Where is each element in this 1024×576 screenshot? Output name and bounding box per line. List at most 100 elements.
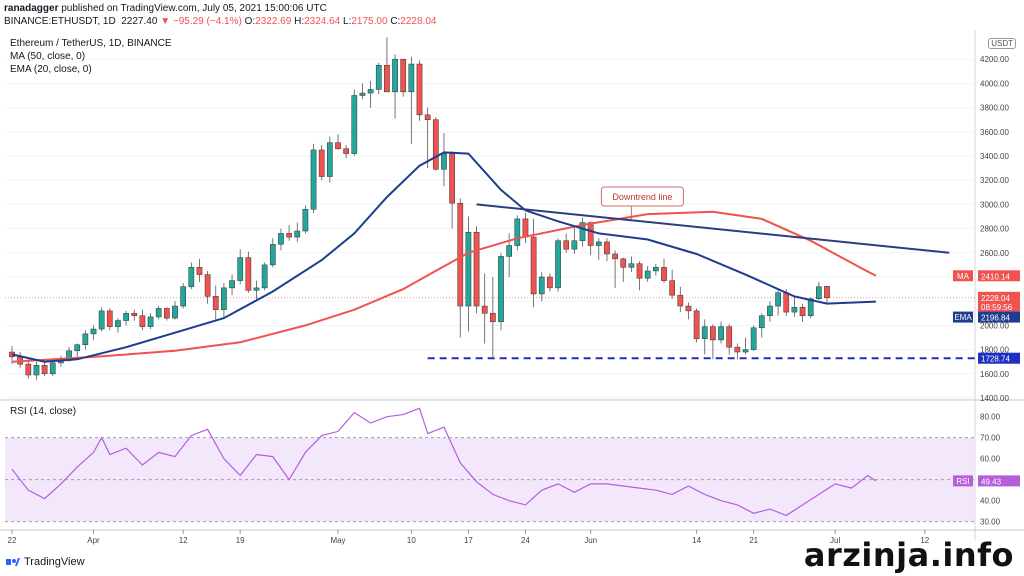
pair-title: Ethereum / TetherUS, 1D, BINANCE: [10, 38, 172, 49]
candle-body: [587, 222, 594, 246]
price-tick-label: 3400.00: [980, 152, 1009, 161]
ma-tag-text: MA: [957, 272, 970, 281]
candle-body: [432, 119, 439, 170]
candle-body: [775, 292, 781, 307]
candle-body: [310, 149, 317, 210]
open-label: O:: [244, 16, 256, 27]
symbol: BINANCE:ETHUSDT, 1D: [4, 16, 116, 27]
rsi-tick-label: 60.00: [980, 455, 1001, 464]
open-value: 2322.69: [255, 16, 292, 27]
rsi-tick-label: 80.00: [980, 413, 1001, 422]
candle-body: [644, 270, 651, 279]
candle-body: [791, 307, 798, 313]
change-arrow-icon: ▼: [160, 16, 171, 27]
candle-body: [726, 326, 733, 348]
time-tick-label: 10: [407, 536, 416, 545]
downtrend-line: [476, 203, 950, 254]
candle-body: [555, 240, 561, 289]
candle-body: [677, 294, 684, 307]
price-tick-label: 3000.00: [980, 200, 1009, 209]
candle-body: [269, 244, 276, 266]
candle-body: [473, 231, 480, 307]
ma50-line: [11, 210, 877, 363]
candle-body: [82, 333, 89, 346]
last-price: 2227.40: [121, 16, 158, 27]
tradingview-logo: TradingView: [6, 556, 85, 568]
candle-body: [799, 307, 806, 316]
indicator-lines: [11, 151, 950, 517]
publish-line: ranadagger published on TradingView.com,…: [4, 3, 327, 14]
candle-body: [384, 65, 390, 93]
candle-body: [595, 241, 602, 246]
ema-tag-bg: [953, 311, 973, 323]
candle-body: [164, 308, 170, 319]
candle-body: [253, 287, 260, 291]
candle-body: [392, 58, 398, 93]
candle-body: [180, 286, 187, 307]
tradingview-icon: [6, 558, 20, 566]
candle-body: [237, 257, 244, 281]
close-value: 2228.04: [400, 16, 437, 27]
candle-body: [465, 231, 472, 307]
rsi-tag-text: RSI: [956, 477, 969, 486]
price-tick-label: 4000.00: [980, 79, 1009, 88]
candle-body: [807, 298, 814, 316]
candle-body: [221, 287, 227, 310]
candle-body: [514, 218, 521, 246]
candle-body: [579, 222, 586, 241]
candle-body: [424, 114, 431, 120]
candle-body: [742, 349, 749, 353]
time-tick-label: 22: [8, 536, 17, 545]
rsi-tick-label: 40.00: [980, 497, 1001, 506]
candle-body: [653, 267, 659, 272]
candle-body: [196, 267, 203, 275]
low-value: 2175.00: [351, 16, 388, 27]
candle-body: [636, 263, 643, 279]
ma-value-bg: [978, 270, 1020, 282]
candle-body: [229, 280, 235, 289]
ema-value-text: 2196.84: [981, 314, 1010, 323]
candle-body: [25, 363, 32, 376]
candle-body: [783, 292, 790, 313]
time-tick-label: 14: [692, 536, 701, 545]
rsi-value-bg: [978, 475, 1020, 487]
candle-body: [367, 89, 374, 94]
price-tick-label: 4200.00: [980, 55, 1009, 64]
candle-body: [90, 328, 97, 335]
ema-legend: EMA (20, close, 0): [10, 64, 92, 75]
candle-body: [490, 313, 496, 323]
unit-badge: USDT: [988, 38, 1016, 49]
candle-body: [661, 267, 667, 281]
candle-body: [131, 313, 138, 316]
time-tick-label: Jun: [584, 536, 597, 545]
price-tick-label: 3800.00: [980, 104, 1009, 113]
candle-body: [212, 296, 219, 310]
time-tick-label: 19: [236, 536, 245, 545]
price-value-text: 08:59:56: [981, 303, 1013, 312]
candle-body: [538, 276, 545, 295]
candle-body: [74, 344, 81, 352]
candle-body: [147, 316, 154, 327]
candle-body: [563, 240, 570, 250]
candle-body: [261, 264, 268, 289]
candle-body: [318, 149, 325, 177]
candle-body: [693, 310, 700, 339]
low-label: L:: [343, 16, 352, 27]
high-value: 2324.64: [304, 16, 341, 27]
candle-body: [604, 241, 610, 255]
price-value-text: 2228.04: [981, 294, 1010, 303]
tradingview-text: TradingView: [24, 556, 85, 568]
ma-legend: MA (50, close, 0): [10, 51, 86, 62]
candle-body: [49, 362, 56, 375]
time-tick-label: 12: [179, 536, 188, 545]
time-axis: 22 Apr 12 19 May 10 17 24 Jun 14 21 Jul 12: [8, 530, 930, 545]
ema-tag-text: EMA: [954, 313, 972, 322]
candle-body: [278, 233, 284, 245]
rsi-tick-label: 70.00: [980, 434, 1001, 443]
annotation-text: Downtrend line: [612, 192, 672, 202]
candle-body: [408, 63, 415, 93]
candle-body: [506, 245, 512, 257]
candle-body: [123, 313, 129, 321]
